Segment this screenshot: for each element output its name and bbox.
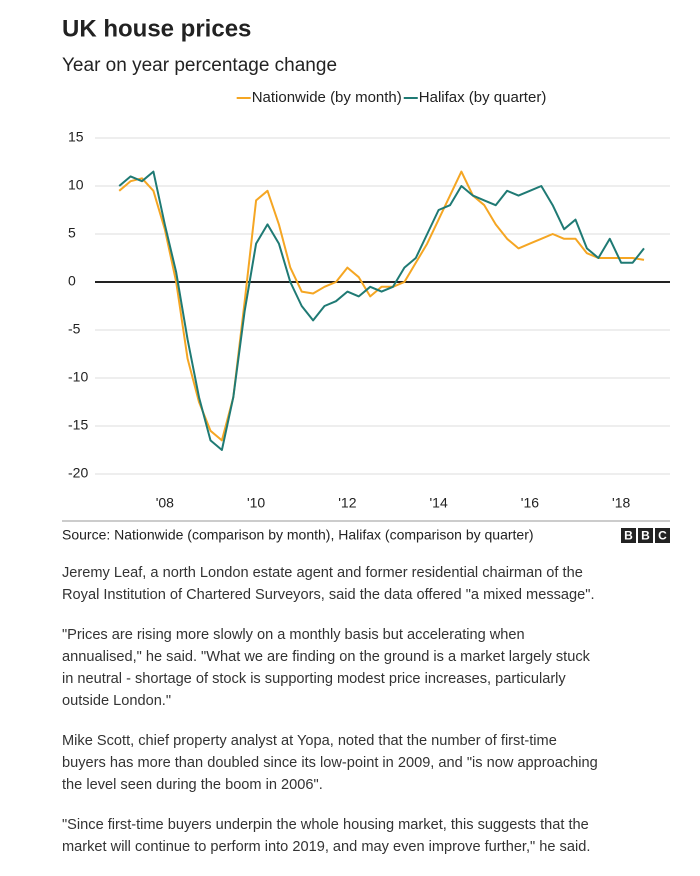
y-tick-label: -15 [68, 417, 88, 433]
source: Source: Nationwide (comparison by month)… [62, 527, 534, 543]
chart-subtitle: Year on year percentage change [62, 55, 337, 76]
x-tick-label: '12 [338, 495, 356, 511]
y-tick-label: 5 [68, 225, 76, 241]
logo-block [621, 528, 636, 543]
text-line: Jeremy Leaf, a north London estate agent… [62, 565, 583, 581]
text-line: "Prices are rising more slowly on a mont… [62, 627, 525, 643]
paragraph: "Since first-time buyers underpin the wh… [62, 814, 682, 858]
text-line: the level seen during the boom in 2006". [62, 777, 323, 793]
text-line: market will continue to perform into 201… [62, 839, 591, 855]
x-tick-label: '14 [430, 495, 448, 511]
x-tick-label: '10 [247, 495, 265, 511]
article: Jeremy Leaf, a north London estate agent… [62, 562, 682, 876]
x-tick-label: '08 [156, 495, 174, 511]
text-line: in neutral - shortage of stock is suppor… [62, 671, 566, 687]
x-tick-label: '16 [521, 495, 539, 511]
logo-letter: B [624, 529, 633, 543]
chart-title: UK house prices [62, 15, 251, 42]
y-tick-label: -20 [68, 465, 88, 481]
text-line: annualised," he said. "What we are findi… [62, 649, 590, 665]
y-tick-label: 10 [68, 177, 84, 193]
series-line [118, 170, 645, 451]
chart: UK house prices Year on year percentage … [62, 15, 670, 543]
x-tick-label: '18 [612, 495, 630, 511]
paragraph: Jeremy Leaf, a north London estate agent… [62, 562, 682, 606]
paragraph: Mike Scott, chief property analyst at Yo… [62, 730, 682, 796]
legend-label: Nationwide (by month) [252, 89, 402, 106]
text-line: "Since first-time buyers underpin the wh… [62, 817, 589, 833]
series-line [118, 170, 645, 442]
y-tick-label: -10 [68, 369, 88, 385]
text-line: Royal Institution of Chartered Surveyors… [62, 587, 595, 603]
logo-letter: C [658, 529, 667, 543]
y-tick-label: 0 [68, 273, 76, 289]
text-line: outside London." [62, 693, 172, 709]
y-tick-label: 15 [68, 129, 84, 145]
legend: Nationwide (by month) Halifax (by quarter… [236, 89, 547, 106]
logo-letter: B [641, 529, 650, 543]
logo-block [655, 528, 670, 543]
text-line: buyers has more than doubled since its l… [62, 755, 598, 771]
legend-label: Halifax (by quarter) [419, 89, 547, 106]
logo-block [638, 528, 653, 543]
paragraph: "Prices are rising more slowly on a mont… [62, 624, 682, 712]
text-line: Mike Scott, chief property analyst at Yo… [62, 733, 557, 749]
y-tick-label: -5 [68, 321, 81, 337]
